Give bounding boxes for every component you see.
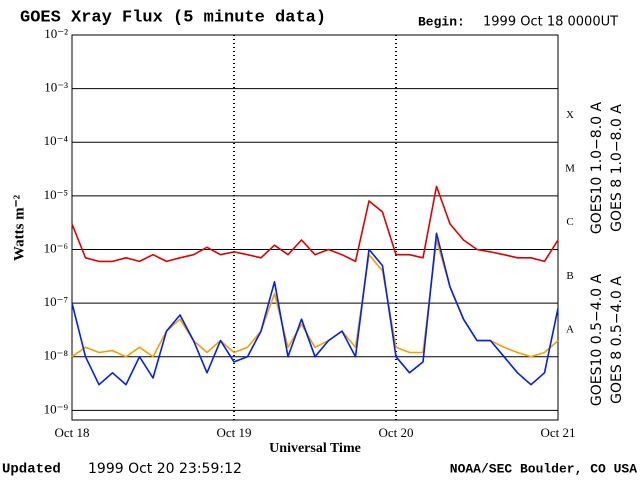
source-credit: NOAA/SEC Boulder, CO USA — [450, 461, 637, 476]
begin-label: Begin: — [418, 14, 465, 29]
flare-class-label: B — [566, 270, 573, 282]
legend-entry: GOES10 0.5−4.0 A — [589, 274, 605, 407]
y-tick-label: 10⁻⁸ — [44, 348, 69, 363]
y-tick-label: 10⁻⁵ — [44, 187, 68, 202]
y-tick-label: 10⁻⁴ — [44, 133, 69, 148]
flare-class-label: X — [566, 109, 574, 121]
flare-class-label: M — [565, 163, 575, 175]
series-line — [71, 232, 559, 386]
plot-frame — [71, 34, 559, 421]
series-line — [71, 185, 559, 263]
flare-class-label: C — [566, 216, 573, 228]
y-tick-label: 10⁻³ — [44, 80, 68, 95]
x-tick-label: Oct 18 — [54, 425, 89, 440]
y-tick-label: 10⁻⁶ — [44, 240, 68, 255]
x-tick-label: Oct 19 — [216, 425, 251, 440]
x-axis-label: Universal Time — [269, 441, 361, 456]
updated-value: 1999 Oct 20 23:59:12 — [88, 461, 242, 477]
x-tick-label: Oct 20 — [378, 425, 413, 440]
begin-value: 1999 Oct 18 0000UT — [483, 15, 618, 30]
updated-label: Updated — [2, 462, 61, 478]
flare-class-label: A — [566, 323, 574, 335]
y-tick-label: 10⁻² — [44, 26, 68, 41]
legend-entry: GOES 8 0.5−4.0 A — [609, 276, 625, 404]
legend-entry: GOES10 1.0−8.0 A — [589, 102, 605, 235]
chart-title: GOES Xray Flux (5 minute data) — [20, 8, 326, 27]
legend-entry: GOES 8 1.0−8.0 A — [609, 104, 625, 232]
y-axis-label: Watts m⁻² — [11, 194, 27, 261]
x-tick-label: Oct 21 — [540, 425, 575, 440]
y-tick-label: 10⁻⁹ — [44, 401, 69, 416]
y-tick-label: 10⁻⁷ — [44, 294, 68, 309]
